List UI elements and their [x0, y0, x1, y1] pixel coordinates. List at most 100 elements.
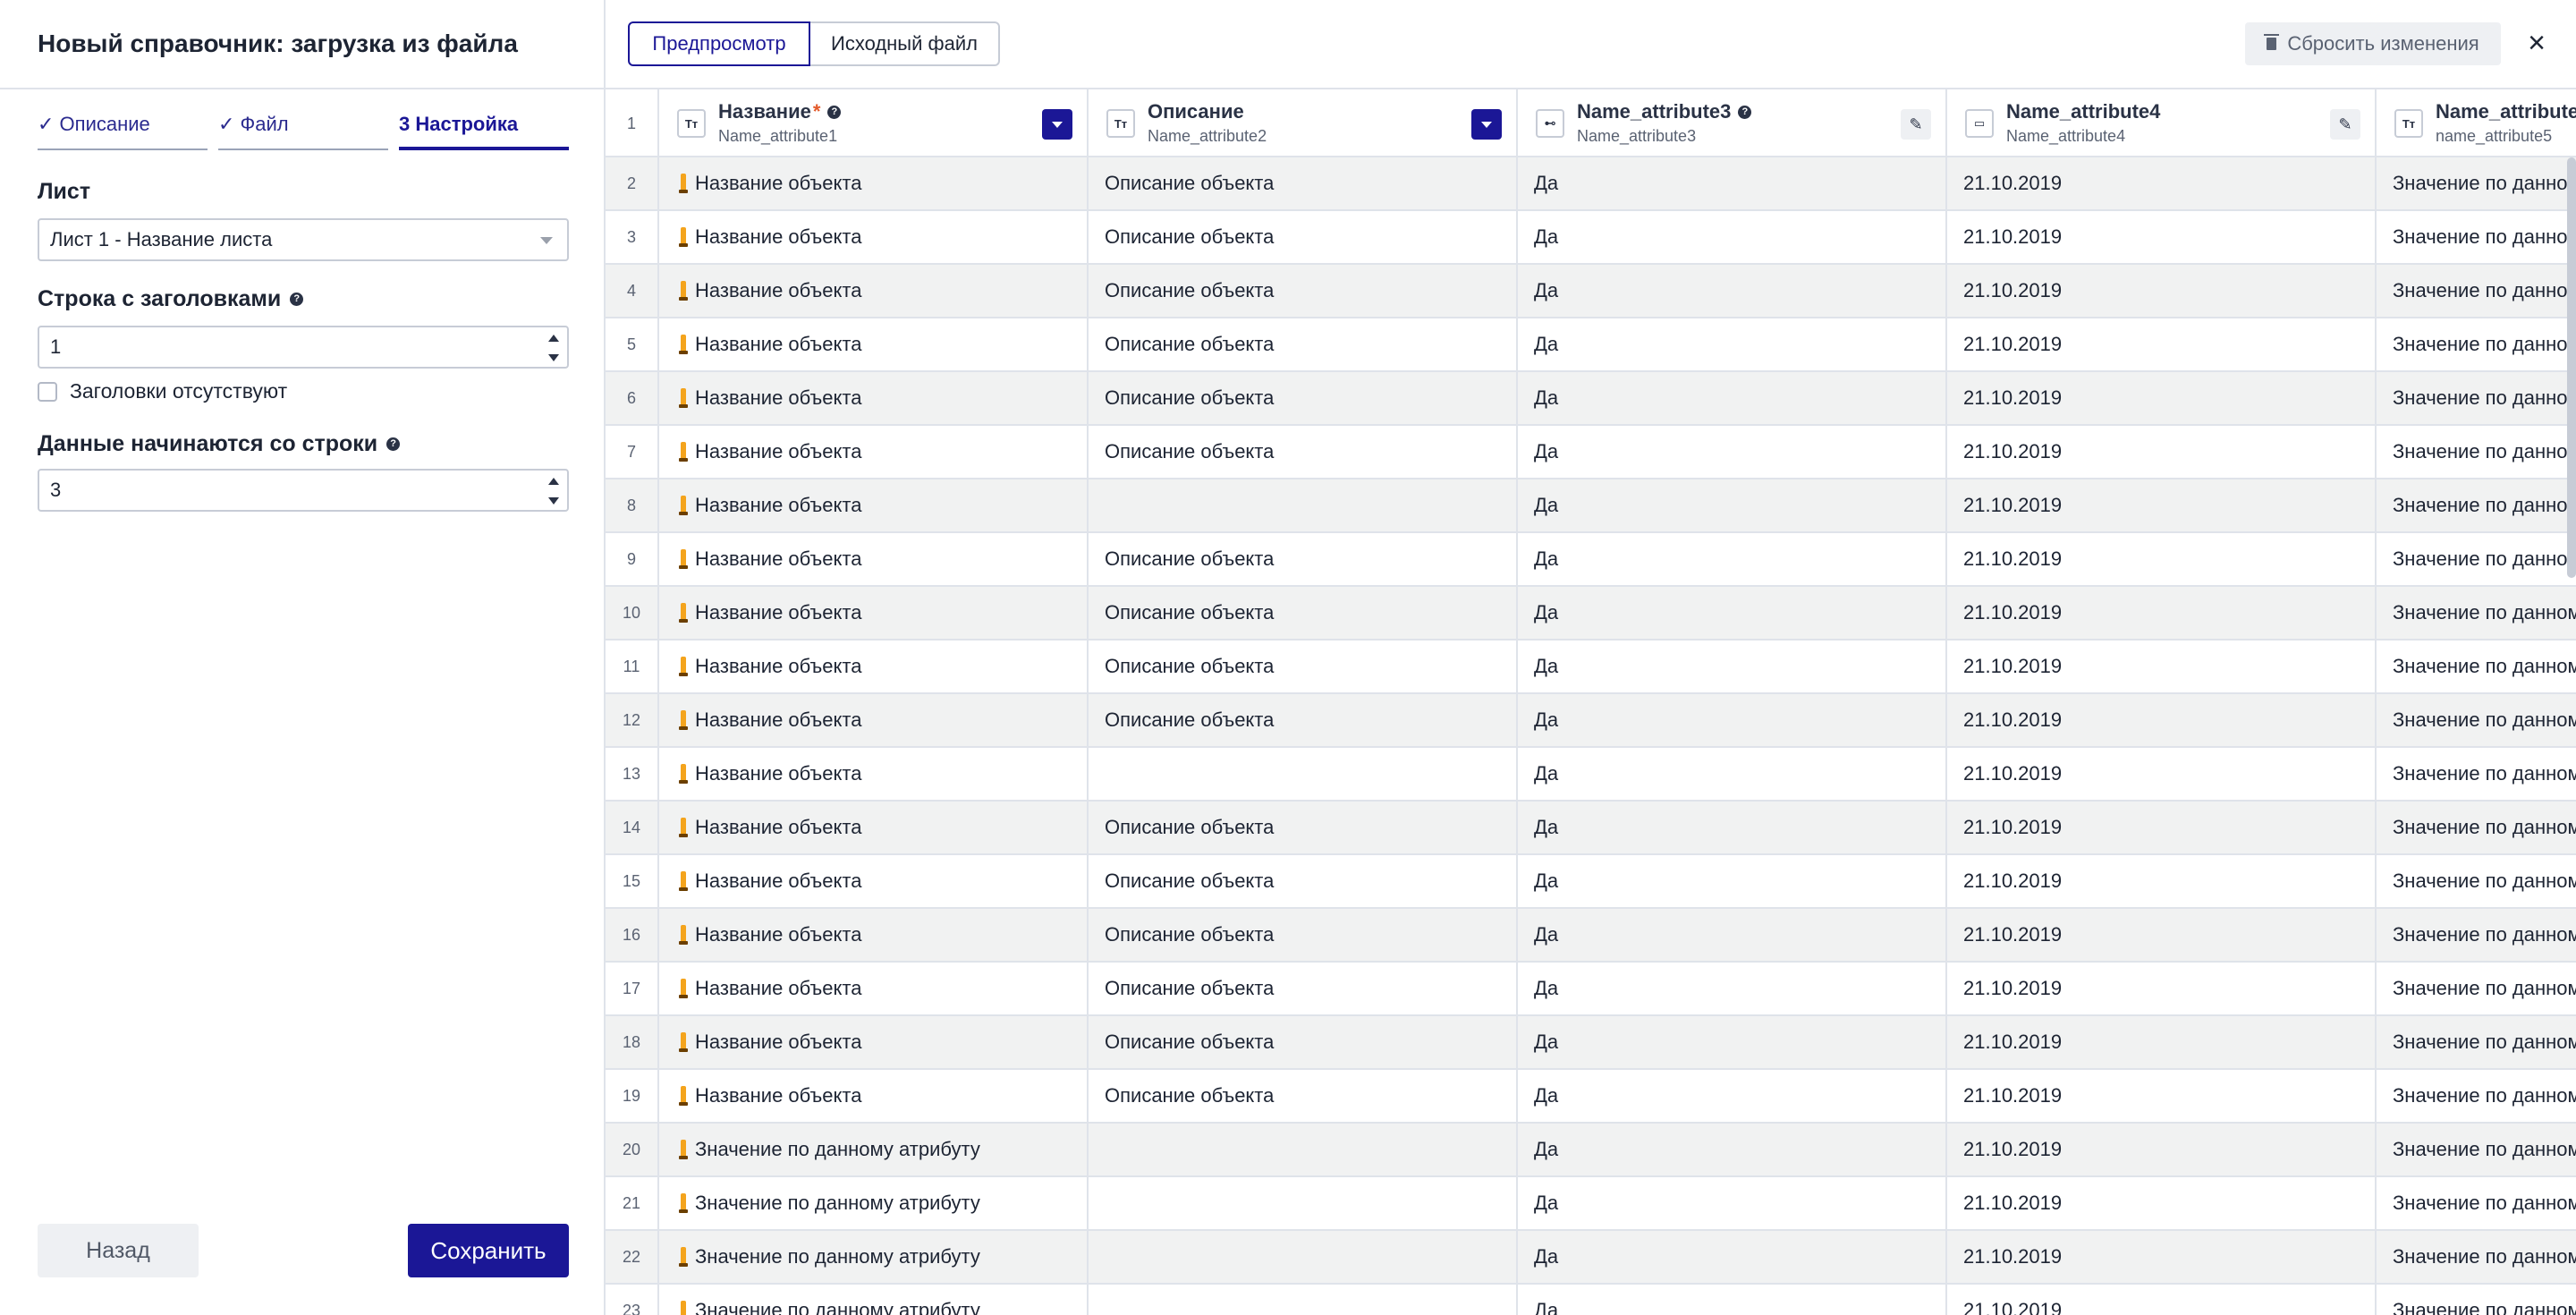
help-circle-icon[interactable]: ?: [386, 437, 401, 451]
table-cell-attr4[interactable]: 21.10.2019: [1947, 318, 2377, 370]
table-cell-attr5[interactable]: Значение по данному атрибуту: [2377, 157, 2576, 209]
table-cell-attr4[interactable]: 21.10.2019: [1947, 1285, 2377, 1315]
table-cell-attr5[interactable]: Значение по данному атрибуту: [2377, 533, 2576, 585]
table-row[interactable]: 23 Значение по данному атрибуту Да 21.10.20…: [606, 1285, 2576, 1315]
close-icon[interactable]: ×: [2528, 26, 2546, 60]
table-cell-attr3[interactable]: Да: [1518, 1070, 1947, 1122]
table-row[interactable]: 19 Название объекта Описание объекта Да 21.1…: [606, 1070, 2576, 1124]
table-cell-attr3[interactable]: Да: [1518, 533, 1947, 585]
table-row[interactable]: 4 Название объекта Описание объекта Да 21.10…: [606, 265, 2576, 318]
column-header-1[interactable]: Tт Название *? Name_attribute1: [659, 89, 1089, 157]
table-cell-attr4[interactable]: 21.10.2019: [1947, 802, 2377, 853]
table-cell-name[interactable]: Название объекта: [659, 748, 1089, 800]
table-cell-attr5[interactable]: Значение по данному атрибуту: [2377, 963, 2576, 1014]
sheet-select[interactable]: Лист 1 - Название листа: [38, 218, 569, 261]
table-row[interactable]: 18 Название объекта Описание объекта Да 21.1…: [606, 1016, 2576, 1070]
table-cell-attr4[interactable]: 21.10.2019: [1947, 211, 2377, 263]
table-cell-attr5[interactable]: Значение по данному атрибуту: [2377, 1124, 2576, 1175]
table-row[interactable]: 8 Название объекта Да 21.10.2019 Значение по…: [606, 479, 2576, 533]
table-row[interactable]: 7 Название объекта Описание объекта Да 21.10…: [606, 426, 2576, 479]
table-cell-desc[interactable]: Описание объекта: [1089, 641, 1518, 692]
table-cell-attr4[interactable]: 21.10.2019: [1947, 1070, 2377, 1122]
table-cell-desc[interactable]: Описание объекта: [1089, 963, 1518, 1014]
step-settings[interactable]: 3 Настройка: [399, 113, 569, 150]
table-cell-attr5[interactable]: Значение по данному атрибуту: [2377, 641, 2576, 692]
table-row[interactable]: 2 Название объекта Описание объекта Да 21.10…: [606, 157, 2576, 211]
table-cell-attr3[interactable]: Да: [1518, 802, 1947, 853]
table-cell-attr4[interactable]: 21.10.2019: [1947, 1124, 2377, 1175]
table-cell-attr3[interactable]: Да: [1518, 211, 1947, 263]
table-cell-desc[interactable]: Описание объекта: [1089, 372, 1518, 424]
pencil-icon[interactable]: ✎: [2330, 109, 2360, 140]
table-cell-attr4[interactable]: 21.10.2019: [1947, 855, 2377, 907]
table-row[interactable]: 13 Название объекта Да 21.10.2019 Значение п…: [606, 748, 2576, 802]
table-cell-desc[interactable]: Описание объекта: [1089, 318, 1518, 370]
back-button[interactable]: Назад: [38, 1224, 199, 1277]
table-row[interactable]: 6 Название объекта Описание объекта Да 21.10…: [606, 372, 2576, 426]
column-header-3[interactable]: ⊷ Name_attribute3? Name_attribute3 ✎: [1518, 89, 1947, 157]
table-cell-attr5[interactable]: Значение по данному атрибуту: [2377, 1070, 2576, 1122]
table-row[interactable]: 3 Название объекта Описание объекта Да 21.10…: [606, 211, 2576, 265]
tab-source-file[interactable]: Исходный файл: [810, 21, 1000, 66]
table-cell-attr4[interactable]: 21.10.2019: [1947, 748, 2377, 800]
stepper-up-icon[interactable]: [548, 335, 559, 342]
table-cell-attr4[interactable]: 21.10.2019: [1947, 1016, 2377, 1068]
table-cell-name[interactable]: Название объекта: [659, 157, 1089, 209]
table-cell-attr5[interactable]: Значение по данному атрибуту: [2377, 211, 2576, 263]
table-cell-attr4[interactable]: 21.10.2019: [1947, 909, 2377, 961]
table-cell-attr3[interactable]: Да: [1518, 479, 1947, 531]
column-header-4[interactable]: ▭ Name_attribute4 Name_attribute4 ✎: [1947, 89, 2377, 157]
table-cell-attr5[interactable]: Значение по данному атрибуту: [2377, 479, 2576, 531]
table-cell-name[interactable]: Значение по данному атрибуту: [659, 1231, 1089, 1283]
table-cell-attr4[interactable]: 21.10.2019: [1947, 372, 2377, 424]
table-cell-name[interactable]: Название объекта: [659, 318, 1089, 370]
table-cell-name[interactable]: Название объекта: [659, 533, 1089, 585]
table-cell-name[interactable]: Название объекта: [659, 372, 1089, 424]
no-headers-checkbox[interactable]: [38, 381, 57, 402]
table-cell-attr4[interactable]: 21.10.2019: [1947, 963, 2377, 1014]
table-row[interactable]: 5 Название объекта Описание объекта Да 21.10…: [606, 318, 2576, 372]
table-cell-name[interactable]: Название объекта: [659, 265, 1089, 317]
column-header-5[interactable]: Tт Name_attribute5 name_attribute5: [2377, 89, 2576, 157]
table-row[interactable]: 14 Название объекта Описание объекта Да 21.1…: [606, 802, 2576, 855]
reset-changes-button[interactable]: Сбросить изменения: [2245, 22, 2501, 65]
help-circle-icon[interactable]: ?: [1738, 105, 1752, 119]
table-cell-attr3[interactable]: Да: [1518, 426, 1947, 478]
table-cell-desc[interactable]: Описание объекта: [1089, 157, 1518, 209]
table-row[interactable]: 21 Значение по данному атрибуту Да 21.10.20…: [606, 1177, 2576, 1231]
table-cell-attr3[interactable]: Да: [1518, 1231, 1947, 1283]
table-cell-attr3[interactable]: Да: [1518, 1124, 1947, 1175]
table-cell-attr3[interactable]: Да: [1518, 372, 1947, 424]
table-cell-attr3[interactable]: Да: [1518, 1016, 1947, 1068]
table-cell-attr4[interactable]: 21.10.2019: [1947, 157, 2377, 209]
column-dropdown-button[interactable]: [1042, 109, 1072, 140]
table-cell-attr4[interactable]: 21.10.2019: [1947, 265, 2377, 317]
table-cell-attr3[interactable]: Да: [1518, 909, 1947, 961]
table-cell-desc[interactable]: [1089, 748, 1518, 800]
table-cell-attr3[interactable]: Да: [1518, 157, 1947, 209]
table-cell-desc[interactable]: Описание объекта: [1089, 1016, 1518, 1068]
tab-preview[interactable]: Предпросмотр: [628, 21, 810, 66]
table-cell-attr4[interactable]: 21.10.2019: [1947, 587, 2377, 639]
table-cell-attr5[interactable]: Значение по данному атрибуту: [2377, 265, 2576, 317]
table-cell-name[interactable]: Значение по данному атрибуту: [659, 1177, 1089, 1229]
table-cell-name[interactable]: Название объекта: [659, 211, 1089, 263]
table-cell-attr3[interactable]: Да: [1518, 1285, 1947, 1315]
table-cell-attr3[interactable]: Да: [1518, 265, 1947, 317]
table-cell-desc[interactable]: [1089, 1124, 1518, 1175]
table-row[interactable]: 22 Значение по данному атрибуту Да 21.10.20…: [606, 1231, 2576, 1285]
table-cell-attr3[interactable]: Да: [1518, 855, 1947, 907]
table-cell-desc[interactable]: Описание объекта: [1089, 802, 1518, 853]
help-circle-icon[interactable]: ?: [827, 105, 842, 119]
table-cell-attr5[interactable]: Значение по данному атрибуту: [2377, 372, 2576, 424]
data-start-input[interactable]: 3: [38, 469, 569, 512]
table-cell-desc[interactable]: Описание объекта: [1089, 694, 1518, 746]
table-row[interactable]: 15 Название объекта Описание объекта Да 21.1…: [606, 855, 2576, 909]
data-start-stepper[interactable]: [546, 476, 562, 506]
table-cell-desc[interactable]: Описание объекта: [1089, 533, 1518, 585]
table-cell-attr4[interactable]: 21.10.2019: [1947, 694, 2377, 746]
table-cell-attr5[interactable]: Значение по данному атрибуту: [2377, 1177, 2576, 1229]
pencil-icon[interactable]: ✎: [1901, 109, 1931, 140]
header-row-input[interactable]: 1: [38, 326, 569, 369]
table-row[interactable]: 12 Название объекта Описание объекта Да 21.1…: [606, 694, 2576, 748]
